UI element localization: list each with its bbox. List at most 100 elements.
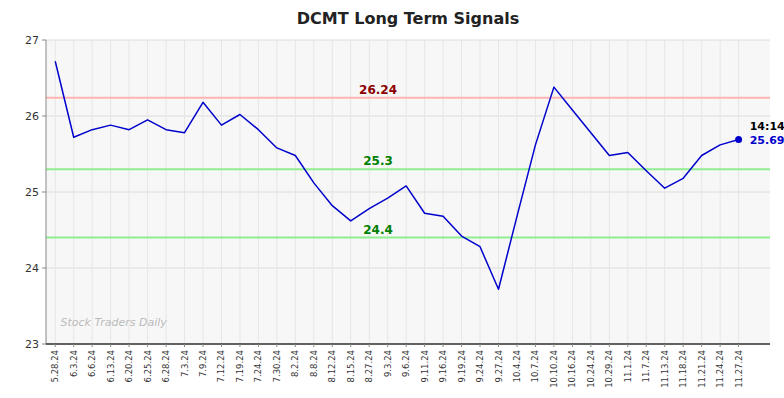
x-tick-label: 5.28.24 bbox=[50, 350, 60, 382]
x-tick-label: 7.9.24 bbox=[198, 350, 208, 377]
x-tick bbox=[738, 344, 739, 347]
grid-line-x bbox=[239, 40, 240, 344]
x-tick-label: 11.1.24 bbox=[623, 350, 633, 382]
last-point bbox=[735, 136, 742, 143]
x-tick-label: 11.18.24 bbox=[678, 350, 688, 388]
x-tick bbox=[535, 344, 536, 347]
axes: 23242526275.28.246.3.246.6.246.13.246.20… bbox=[25, 34, 770, 388]
grid-line-x bbox=[350, 40, 351, 344]
x-tick-label: 8.12.24 bbox=[327, 350, 337, 382]
grid-line-x bbox=[535, 40, 536, 344]
y-tick-label: 25 bbox=[25, 186, 39, 199]
x-tick bbox=[73, 344, 74, 347]
grid bbox=[46, 40, 770, 344]
x-tick bbox=[480, 344, 481, 347]
reference-label: 24.4 bbox=[363, 223, 393, 237]
x-tick bbox=[129, 344, 130, 347]
x-tick-label: 9.16.24 bbox=[438, 350, 448, 382]
grid-line-x bbox=[221, 40, 222, 344]
x-tick-label: 11.13.24 bbox=[660, 350, 670, 388]
x-tick bbox=[443, 344, 444, 347]
x-tick bbox=[221, 344, 222, 347]
x-tick bbox=[184, 344, 185, 347]
y-tick-label: 24 bbox=[25, 262, 39, 275]
x-tick bbox=[664, 344, 665, 347]
grid-line-x bbox=[701, 40, 702, 344]
last-value-label: 25.69 bbox=[750, 134, 784, 147]
grid-line-x bbox=[147, 40, 148, 344]
x-tick-label: 9.3.24 bbox=[383, 350, 393, 377]
x-tick bbox=[258, 344, 259, 347]
x-tick-label: 10.29.24 bbox=[604, 350, 614, 388]
grid-line-x bbox=[406, 40, 407, 344]
title: DCMT Long Term Signals bbox=[297, 9, 519, 28]
x-tick bbox=[720, 344, 721, 347]
grid-line-y bbox=[46, 116, 770, 117]
x-tick bbox=[683, 344, 684, 347]
grid-line-x bbox=[276, 40, 277, 344]
y-tick-label: 26 bbox=[25, 110, 39, 123]
x-tick bbox=[646, 344, 647, 347]
x-tick-label: 8.8.24 bbox=[309, 350, 319, 377]
x-tick bbox=[350, 344, 351, 347]
x-tick bbox=[369, 344, 370, 347]
grid-line-x bbox=[92, 40, 93, 344]
y-tick bbox=[42, 268, 46, 269]
grid-line-x bbox=[516, 40, 517, 344]
x-tick-label: 9.6.24 bbox=[401, 350, 411, 377]
x-tick bbox=[553, 344, 554, 347]
plot-marks bbox=[46, 61, 770, 289]
x-tick-label: 9.19.24 bbox=[457, 350, 467, 382]
grid-line-x bbox=[55, 40, 56, 344]
grid-line-x bbox=[443, 40, 444, 344]
x-tick-label: 6.3.24 bbox=[69, 350, 79, 377]
y-tick-label: 23 bbox=[25, 338, 39, 351]
reference-line bbox=[46, 97, 770, 99]
x-tick-label: 9.24.24 bbox=[475, 350, 485, 382]
grid-line-x bbox=[424, 40, 425, 344]
x-tick-label: 6.25.24 bbox=[143, 350, 153, 382]
x-tick bbox=[609, 344, 610, 347]
reference-line bbox=[46, 237, 770, 239]
x-tick-label: 6.20.24 bbox=[124, 350, 134, 382]
reference-line bbox=[46, 168, 770, 170]
x-tick-label: 8.27.24 bbox=[364, 350, 374, 382]
grid-line-x bbox=[110, 40, 111, 344]
grid-line-x bbox=[683, 40, 684, 344]
x-tick bbox=[313, 344, 314, 347]
grid-line-x bbox=[480, 40, 481, 344]
grid-line-x bbox=[313, 40, 314, 344]
x-tick bbox=[424, 344, 425, 347]
chart: Stock Traders Daily26.2425.324.414:1425.… bbox=[0, 0, 784, 398]
x-tick-label: 7.30.24 bbox=[272, 350, 282, 382]
grid-line-x bbox=[166, 40, 167, 344]
grid-line-y bbox=[46, 344, 770, 345]
x-tick bbox=[166, 344, 167, 347]
x-tick-label: 7.19.24 bbox=[235, 350, 245, 382]
price-line bbox=[55, 61, 738, 289]
x-tick-label: 6.6.24 bbox=[87, 350, 97, 377]
grid-line-x bbox=[202, 40, 203, 344]
x-tick-label: 7.3.24 bbox=[180, 350, 190, 377]
grid-line-x bbox=[129, 40, 130, 344]
reference-label: 26.24 bbox=[359, 83, 397, 97]
x-tick bbox=[295, 344, 296, 347]
x-axis-line bbox=[46, 343, 770, 345]
x-tick-label: 10.24.24 bbox=[586, 350, 596, 388]
y-tick bbox=[42, 116, 46, 117]
x-tick-label: 6.28.24 bbox=[161, 350, 171, 382]
x-tick bbox=[516, 344, 517, 347]
grid-line-x bbox=[184, 40, 185, 344]
last-time-label: 14:14 bbox=[750, 120, 784, 133]
x-tick bbox=[147, 344, 148, 347]
x-tick bbox=[55, 344, 56, 347]
grid-line-x bbox=[664, 40, 665, 344]
x-tick bbox=[406, 344, 407, 347]
grid-line-y bbox=[46, 192, 770, 193]
x-tick-label: 9.27.24 bbox=[494, 350, 504, 382]
x-tick bbox=[276, 344, 277, 347]
x-tick bbox=[701, 344, 702, 347]
x-tick bbox=[461, 344, 462, 347]
grid-line-x bbox=[609, 40, 610, 344]
grid-line-x bbox=[646, 40, 647, 344]
